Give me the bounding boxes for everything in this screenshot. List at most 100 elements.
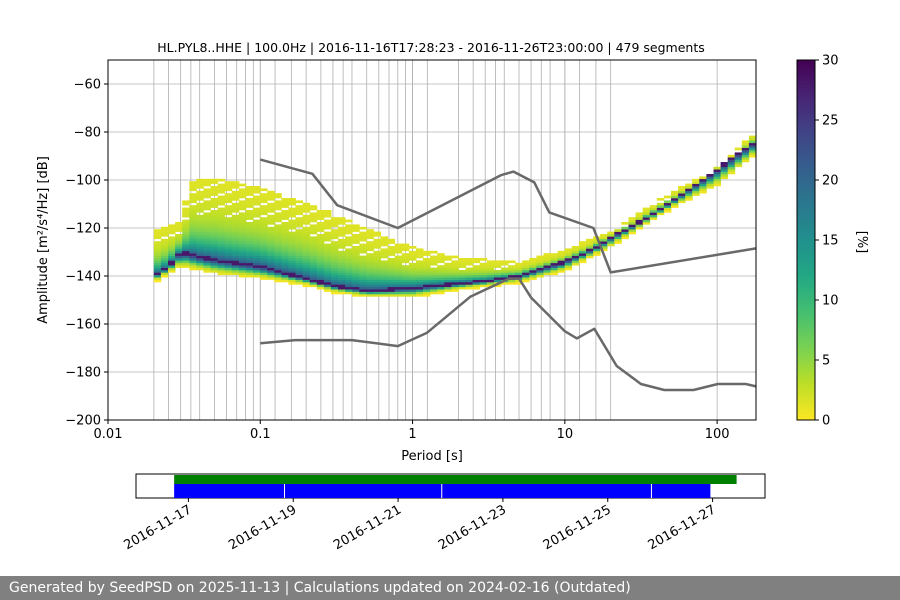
- psd-cell: [727, 171, 736, 175]
- psd-cell: [536, 274, 544, 278]
- psd-cell: [465, 286, 473, 290]
- psd-cell: [543, 262, 551, 266]
- psd-cell: [281, 231, 289, 235]
- psd-cell: [238, 248, 247, 252]
- psd-cell: [515, 282, 523, 285]
- psd-cell: [373, 274, 381, 278]
- psd-cell: [671, 205, 679, 208]
- psd-cell: [203, 236, 211, 240]
- psd-cell: [706, 176, 714, 180]
- psd-cell: [564, 255, 573, 259]
- psd-cell: [373, 262, 381, 266]
- psd-cell: [196, 226, 204, 230]
- psd-cell: [288, 248, 296, 252]
- psd-cell: [522, 262, 530, 266]
- psd-cell: [416, 277, 424, 280]
- psd-cell: [458, 265, 466, 268]
- psd-cell: [692, 190, 700, 194]
- psd-cell: [656, 210, 665, 213]
- psd-cell: [593, 241, 601, 244]
- psd-cell: [642, 212, 651, 216]
- colorbar-band: [797, 309, 815, 313]
- psd-cell: [508, 265, 516, 268]
- psd-cell: [408, 270, 417, 273]
- psd-cell: [408, 279, 417, 283]
- psd-cell: [309, 207, 318, 211]
- colorbar-tick-label: 20: [822, 174, 839, 189]
- psd-cell: [217, 262, 226, 266]
- psd-cell: [359, 294, 367, 297]
- psd-cell: [366, 286, 374, 290]
- psd-cell: [267, 260, 275, 264]
- psd-cell: [189, 246, 197, 249]
- psd-cell: [323, 289, 332, 292]
- psd-cell: [245, 229, 254, 232]
- psd-cell: [160, 248, 169, 252]
- psd-cell: [196, 219, 204, 223]
- psd-cell: [175, 243, 183, 247]
- y-tick-label: −200: [65, 414, 101, 429]
- psd-cell: [309, 250, 318, 254]
- psd-cell: [571, 253, 580, 256]
- psd-cell: [720, 164, 729, 168]
- psd-cell: [493, 274, 502, 278]
- psd-cell: [600, 234, 608, 237]
- psd-cell: [564, 262, 573, 266]
- x-tick-label: 10: [557, 427, 574, 442]
- psd-cell: [536, 260, 544, 264]
- psd-cell: [288, 243, 296, 247]
- psd-cell: [338, 246, 346, 249]
- psd-cell: [281, 258, 289, 261]
- psd-cell: [253, 255, 261, 259]
- psd-cell: [153, 277, 162, 280]
- psd-cell: [253, 234, 261, 237]
- psd-cell: [586, 255, 594, 259]
- psd-cell: [217, 250, 226, 254]
- colorbar-band: [797, 279, 815, 283]
- psd-cell: [394, 248, 403, 252]
- psd-cell: [168, 265, 176, 268]
- colorbar-band: [797, 120, 815, 124]
- psd-cell: [253, 258, 261, 261]
- psd-cell: [316, 234, 325, 237]
- psd-cell: [515, 262, 523, 266]
- colorbar-band: [797, 285, 815, 289]
- psd-cell: [189, 198, 197, 201]
- psd-cell: [238, 219, 247, 223]
- psd-cell: [571, 255, 580, 259]
- psd-cell: [614, 234, 622, 237]
- colorbar-band: [797, 81, 815, 85]
- psd-cell: [316, 282, 325, 285]
- psd-cell: [224, 265, 233, 268]
- psd-cell: [217, 207, 226, 211]
- psd-cell: [274, 248, 282, 252]
- psd-cell: [649, 205, 658, 208]
- psd-cell: [210, 265, 218, 268]
- psd-cell: [373, 291, 381, 295]
- psd-cell: [189, 231, 197, 235]
- colorbar-band: [797, 63, 815, 67]
- psd-cell: [295, 270, 303, 273]
- psd-cell: [380, 286, 388, 290]
- psd-cell: [508, 272, 516, 276]
- psd-cell: [338, 267, 346, 271]
- psd-cell: [345, 286, 353, 290]
- psd-cell: [345, 262, 353, 266]
- psd-cell: [168, 267, 176, 271]
- psd-cell: [160, 272, 169, 276]
- psd-cell: [267, 190, 275, 194]
- psd-cell: [550, 270, 559, 273]
- psd-cell: [642, 214, 651, 218]
- psd-cell: [352, 260, 360, 264]
- psd-cell: [394, 282, 403, 285]
- psd-cell: [217, 195, 226, 199]
- psd-cell: [281, 210, 289, 213]
- psd-cell: [338, 286, 346, 290]
- psd-cell: [267, 243, 275, 247]
- psd-cell: [260, 234, 268, 237]
- psd-cell: [316, 279, 325, 283]
- psd-cell: [671, 202, 679, 206]
- colorbar-band: [797, 99, 815, 103]
- psd-cell: [515, 270, 523, 273]
- psd-cell: [160, 258, 169, 261]
